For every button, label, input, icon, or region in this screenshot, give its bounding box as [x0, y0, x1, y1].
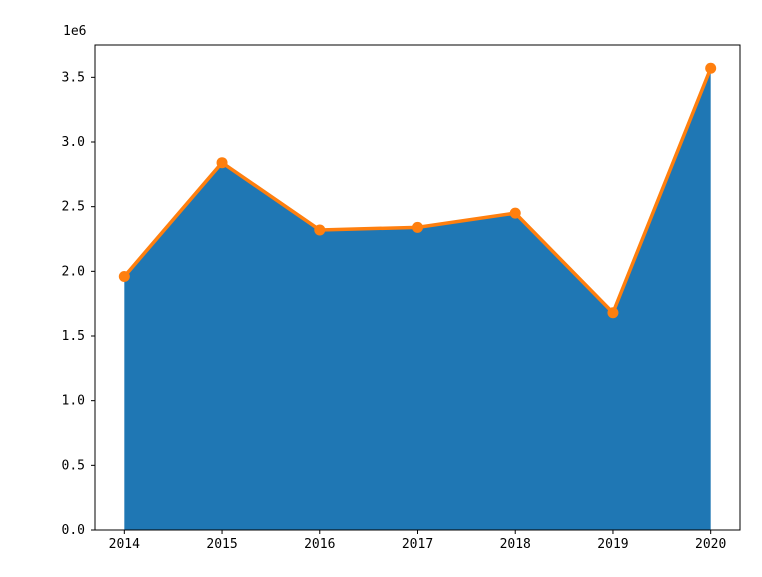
y-tick-label: 0.5: [62, 458, 85, 473]
series-marker: [705, 63, 716, 74]
y-tick-label: 3.5: [62, 70, 85, 85]
x-tick-label: 2016: [304, 537, 335, 552]
y-tick-label: 2.5: [62, 200, 85, 215]
x-tick-label: 2017: [402, 537, 433, 552]
series-marker: [217, 157, 228, 168]
series-marker: [607, 307, 618, 318]
x-tick-label: 2019: [597, 537, 628, 552]
x-tick-label: 2015: [206, 537, 237, 552]
x-tick-label: 2014: [109, 537, 140, 552]
series-marker: [119, 271, 130, 282]
y-tick-label: 3.0: [62, 135, 85, 150]
y-exponent-label: 1e6: [63, 24, 86, 39]
y-tick-label: 1.0: [62, 394, 85, 409]
series-marker: [510, 208, 521, 219]
series-marker: [314, 224, 325, 235]
x-tick-label: 2018: [500, 537, 531, 552]
chart-svg: 2014 2015 2016 2017 2018 2019 2020 0.0 0.5 1.0 1.5…: [0, 0, 762, 577]
y-tick-label: 1.5: [62, 329, 85, 344]
y-tick-label: 0.0: [62, 523, 85, 538]
x-tick-label: 2020: [695, 537, 726, 552]
series-marker: [412, 222, 423, 233]
chart-container: 2014 2015 2016 2017 2018 2019 2020 0.0 0.5 1.0 1.5…: [0, 0, 762, 577]
y-tick-label: 2.0: [62, 264, 85, 279]
